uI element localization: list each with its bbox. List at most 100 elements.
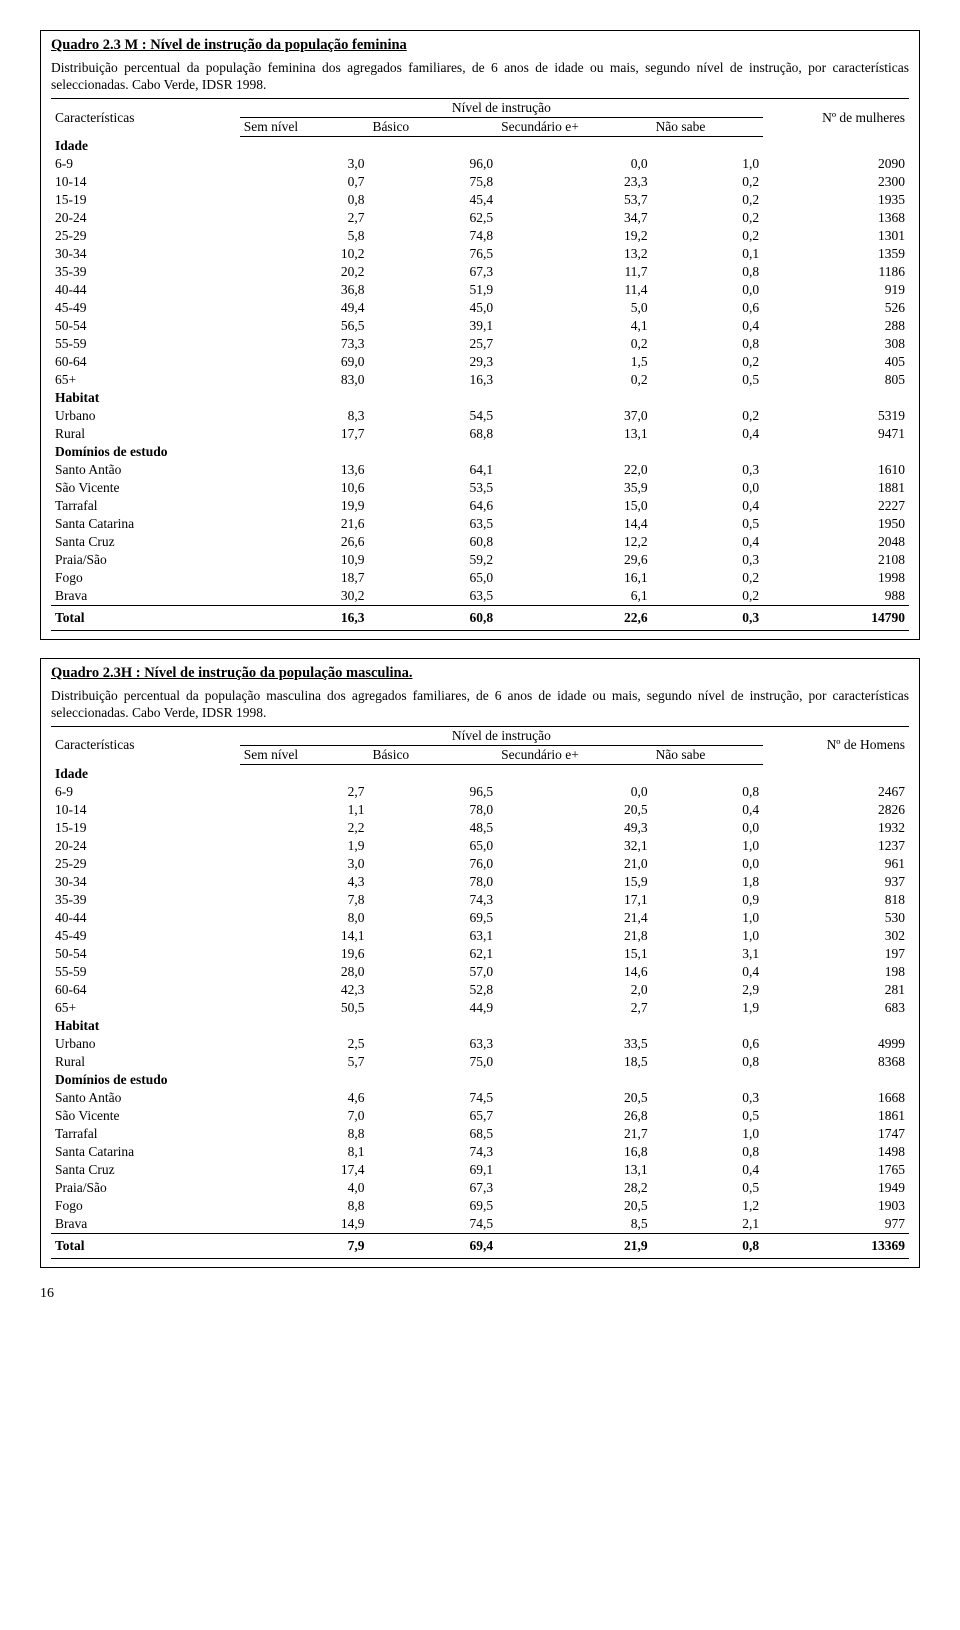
cell: 22,0 [497, 461, 651, 479]
cell: 64,1 [368, 461, 497, 479]
cell: 20,5 [497, 1089, 651, 1107]
cell: 0,8 [652, 1053, 764, 1071]
cell: 50,5 [240, 999, 369, 1017]
cell: 977 [763, 1215, 909, 1234]
cell: 1881 [763, 479, 909, 497]
table-row: Santa Catarina8,174,316,80,81498 [51, 1143, 909, 1161]
section-label: Idade [51, 764, 909, 783]
total-cell: 0,3 [652, 605, 764, 630]
cell: 1498 [763, 1143, 909, 1161]
cell: 63,3 [368, 1035, 497, 1053]
table-row: Santa Cruz17,469,113,10,41765 [51, 1161, 909, 1179]
cell: 0,2 [497, 371, 651, 389]
subheader-3: Não sabe [652, 117, 764, 136]
cell: 57,0 [368, 963, 497, 981]
cell: 74,3 [368, 891, 497, 909]
cell: 16,8 [497, 1143, 651, 1161]
table-row: 30-344,378,015,91,8937 [51, 873, 909, 891]
cell: 0,2 [652, 191, 764, 209]
row-label: Rural [51, 1053, 240, 1071]
cell: 2,7 [240, 209, 369, 227]
cell: 9471 [763, 425, 909, 443]
table-row: Santo Antão4,674,520,50,31668 [51, 1089, 909, 1107]
cell: 1,0 [652, 1125, 764, 1143]
cell: 13,1 [497, 1161, 651, 1179]
table-row: 20-242,762,534,70,21368 [51, 209, 909, 227]
row-label: 55-59 [51, 335, 240, 353]
data-table: CaracterísticasNível de instruçãoNº de m… [51, 98, 909, 631]
cell: 0,3 [652, 551, 764, 569]
cell: 0,0 [652, 479, 764, 497]
cell: 1950 [763, 515, 909, 533]
cell: 0,5 [652, 1179, 764, 1197]
cell: 68,8 [368, 425, 497, 443]
cell: 4,1 [497, 317, 651, 335]
cell: 44,9 [368, 999, 497, 1017]
cell: 1668 [763, 1089, 909, 1107]
cell: 26,6 [240, 533, 369, 551]
cell: 0,0 [652, 281, 764, 299]
cell: 919 [763, 281, 909, 299]
cell: 5,8 [240, 227, 369, 245]
row-label: 20-24 [51, 837, 240, 855]
table-row: Praia/São4,067,328,20,51949 [51, 1179, 909, 1197]
cell: 65,0 [368, 569, 497, 587]
row-label: 50-54 [51, 945, 240, 963]
cell: 21,7 [497, 1125, 651, 1143]
row-label: Urbano [51, 407, 240, 425]
table-row: São Vicente7,065,726,80,51861 [51, 1107, 909, 1125]
row-label: São Vicente [51, 1107, 240, 1125]
table-row: 25-295,874,819,20,21301 [51, 227, 909, 245]
cell: 5,0 [497, 299, 651, 317]
cell: 0,8 [652, 335, 764, 353]
cell: 10,6 [240, 479, 369, 497]
row-label: 10-14 [51, 801, 240, 819]
row-label: 30-34 [51, 873, 240, 891]
cell: 53,5 [368, 479, 497, 497]
cell: 69,5 [368, 909, 497, 927]
cell: 53,7 [497, 191, 651, 209]
cell: 0,0 [652, 855, 764, 873]
cell: 29,3 [368, 353, 497, 371]
total-cell: 13369 [763, 1233, 909, 1258]
subheader-2: Secundário e+ [497, 117, 651, 136]
cell: 1765 [763, 1161, 909, 1179]
cell: 18,7 [240, 569, 369, 587]
row-label: 45-49 [51, 299, 240, 317]
cell: 8,0 [240, 909, 369, 927]
cell: 1932 [763, 819, 909, 837]
cell: 1368 [763, 209, 909, 227]
cell: 51,9 [368, 281, 497, 299]
cell: 2108 [763, 551, 909, 569]
total-label: Total [51, 1233, 240, 1258]
table-row: 30-3410,276,513,20,11359 [51, 245, 909, 263]
cell: 1903 [763, 1197, 909, 1215]
cell: 281 [763, 981, 909, 999]
cell: 2,1 [652, 1215, 764, 1234]
cell: 8,1 [240, 1143, 369, 1161]
table-row: 35-397,874,317,10,9818 [51, 891, 909, 909]
cell: 56,5 [240, 317, 369, 335]
row-label: 6-9 [51, 155, 240, 173]
cell: 0,2 [652, 569, 764, 587]
cell: 2300 [763, 173, 909, 191]
cell: 0,8 [652, 1143, 764, 1161]
cell: 20,5 [497, 1197, 651, 1215]
page-content: Quadro 2.3 M : Nível de instrução da pop… [40, 30, 920, 1268]
cell: 17,4 [240, 1161, 369, 1179]
cell: 1998 [763, 569, 909, 587]
cell: 23,3 [497, 173, 651, 191]
cell: 0,4 [652, 1161, 764, 1179]
cell: 0,9 [652, 891, 764, 909]
cell: 14,9 [240, 1215, 369, 1234]
cell: 0,0 [652, 819, 764, 837]
cell: 15,1 [497, 945, 651, 963]
row-label: Tarrafal [51, 497, 240, 515]
row-label: Urbano [51, 1035, 240, 1053]
cell: 1,5 [497, 353, 651, 371]
cell: 4,3 [240, 873, 369, 891]
row-label: 45-49 [51, 927, 240, 945]
cell: 0,0 [497, 783, 651, 801]
cell: 17,1 [497, 891, 651, 909]
row-label: Santa Cruz [51, 533, 240, 551]
